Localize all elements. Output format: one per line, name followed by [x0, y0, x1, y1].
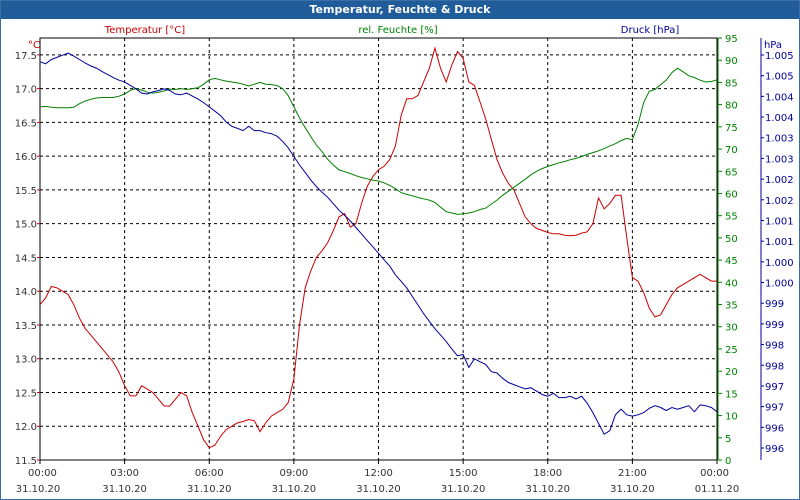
time-tick-label: 09:00 — [279, 468, 308, 479]
pressure-tick-label: 999 — [765, 299, 784, 310]
time-tick-label: 21:00 — [618, 468, 647, 479]
pressure-tick-label: 1.000 — [765, 258, 794, 269]
humidity-tick-label: 15 — [725, 389, 738, 400]
temperature-tick-label: 12.5 — [15, 388, 37, 399]
date-tick-label: 01.11.20 — [695, 484, 740, 495]
pressure-unit-label: hPa — [764, 40, 782, 51]
humidity-tick-label: 60 — [725, 189, 738, 200]
temperature-tick-label: 14.0 — [15, 287, 37, 298]
date-tick-label: 31.10.20 — [272, 484, 317, 495]
pressure-tick-label: 1.003 — [765, 134, 794, 145]
series-line-humidity — [39, 67, 718, 215]
date-tick-label: 31.10.20 — [102, 484, 147, 495]
chart-title: Temperatur, Feuchte & Druck — [1, 1, 799, 19]
pressure-tick-label: 997 — [765, 403, 784, 414]
time-axis: 00:00 31.10.20 03:00 31.10.20 06:00 31.10.20 0… — [16, 460, 740, 495]
humidity-tick-label: 0 — [725, 456, 731, 467]
series-line-temperature — [39, 46, 717, 449]
temperature-tick-label: 16.0 — [15, 152, 37, 163]
humidity-tick-label: 30 — [725, 323, 738, 334]
humidity-tick-label: 35 — [725, 301, 738, 312]
pressure-tick-label: 1.001 — [765, 216, 794, 227]
pressure-tick-label: 996 — [765, 423, 784, 434]
temperature-tick-label: 16.5 — [15, 118, 37, 129]
pressure-tick-label: 1.004 — [765, 113, 794, 124]
date-tick-label: 31.10.20 — [16, 484, 61, 495]
humidity-tick-label: 10 — [725, 412, 738, 423]
grid-lines — [40, 38, 717, 460]
temperature-axis: 17.5 17.0 16.5 16.0 15.5 15.0 14.5 14.0 13.5 13.0… — [15, 51, 40, 467]
humidity-tick-label: 90 — [725, 56, 738, 67]
humidity-tick-label: 65 — [725, 167, 738, 178]
pressure-tick-label: 998 — [765, 361, 784, 372]
date-tick-label: 31.10.20 — [441, 484, 486, 495]
temperature-tick-label: 17.5 — [15, 51, 37, 62]
pressure-tick-label: 1.005 — [765, 51, 794, 62]
humidity-tick-label: 80 — [725, 101, 738, 112]
humidity-tick-label: 75 — [725, 123, 738, 134]
date-tick-label: 31.10.20 — [187, 484, 232, 495]
temperature-tick-label: 17.0 — [15, 85, 37, 96]
pressure-tick-label: 1.002 — [765, 196, 794, 207]
humidity-tick-label: 55 — [725, 212, 738, 223]
humidity-tick-label: 5 — [725, 434, 731, 445]
pressure-tick-label: 1.003 — [765, 154, 794, 165]
pressure-tick-label: 1.001 — [765, 237, 794, 248]
temperature-tick-label: 15.5 — [15, 186, 37, 197]
time-tick-label: 15:00 — [449, 468, 478, 479]
humidity-tick-label: 40 — [725, 278, 738, 289]
pressure-tick-label: 998 — [765, 341, 784, 352]
date-tick-label: 31.10.20 — [610, 484, 655, 495]
temperature-tick-label: 13.0 — [15, 355, 37, 366]
humidity-tick-label: 45 — [725, 256, 738, 267]
time-tick-label: 00:00 — [28, 468, 57, 479]
humidity-tick-label: 25 — [725, 345, 738, 356]
pressure-tick-label: 1.000 — [765, 279, 794, 290]
pressure-tick-label: 1.002 — [765, 175, 794, 186]
pressure-tick-label: 1.004 — [765, 92, 794, 103]
date-tick-label: 31.10.20 — [525, 484, 570, 495]
temperature-tick-label: 13.5 — [15, 321, 37, 332]
date-tick-label: 31.10.20 — [356, 484, 401, 495]
time-tick-label: 03:00 — [110, 468, 139, 479]
time-tick-label: 12:00 — [364, 468, 393, 479]
humidity-axis-label: rel. Feuchte [%] — [358, 25, 437, 36]
temperature-axis-label: Temperatur [°C] — [104, 25, 185, 36]
pressure-tick-label: 999 — [765, 320, 784, 331]
temperature-tick-label: 11.5 — [15, 456, 37, 467]
humidity-tick-label: 95 — [725, 34, 738, 45]
time-tick-label: 06:00 — [195, 468, 224, 479]
humidity-tick-label: 20 — [725, 367, 738, 378]
temperature-tick-label: 14.5 — [15, 253, 37, 264]
pressure-tick-label: 1.005 — [765, 72, 794, 83]
pressure-tick-label: 996 — [765, 444, 784, 455]
series-layer — [39, 46, 718, 449]
series-line-pressure — [39, 52, 718, 435]
temperature-unit-label: °C — [28, 40, 40, 51]
humidity-tick-label: 50 — [725, 234, 738, 245]
pressure-axis: 1.005 1.005 1.004 1.004 1.003 1.003 1.002 1.002… — [760, 38, 794, 460]
temperature-tick-label: 15.0 — [15, 220, 37, 231]
temperature-tick-label: 12.0 — [15, 422, 37, 433]
pressure-axis-label: Druck [hPa] — [621, 25, 680, 36]
humidity-tick-label: 70 — [725, 145, 738, 156]
humidity-tick-label: 85 — [725, 78, 738, 89]
time-tick-label: 18:00 — [533, 468, 562, 479]
pressure-tick-label: 997 — [765, 382, 784, 393]
time-tick-label: 00:00 — [700, 468, 729, 479]
